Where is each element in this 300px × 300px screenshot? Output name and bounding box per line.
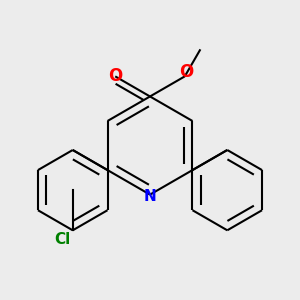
Text: N: N <box>144 189 156 204</box>
Text: O: O <box>108 68 122 85</box>
Text: Cl: Cl <box>54 232 70 247</box>
Text: O: O <box>179 63 194 81</box>
